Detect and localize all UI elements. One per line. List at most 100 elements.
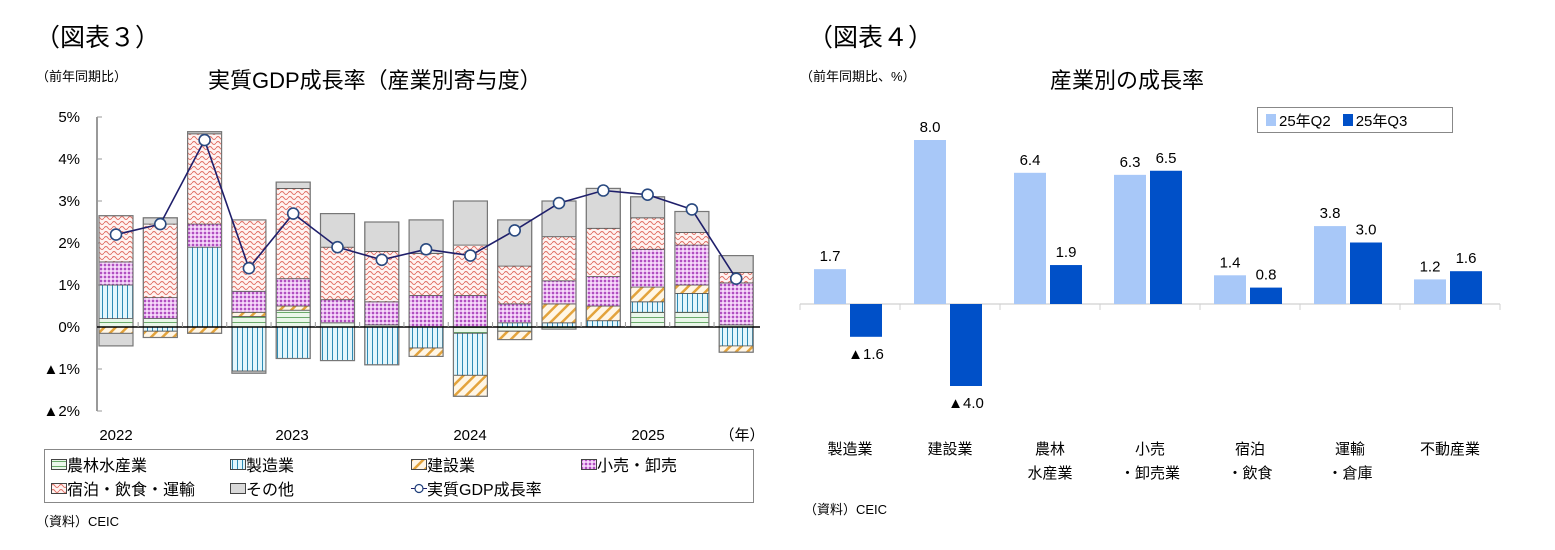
svg-text:1.9: 1.9 [1056,244,1077,261]
other-swatch-icon [230,482,246,494]
segment-other [98,332,134,347]
bar-25年Q2-不動産業 [1414,279,1446,304]
gdp-growth-line [109,133,743,286]
segment-mfg [408,326,444,349]
segment-retail [187,223,223,248]
svg-text:4%: 4% [58,151,80,168]
bar-25年Q2-製造業 [814,269,846,304]
segment-mfg [231,326,267,372]
svg-text:3.0: 3.0 [1356,222,1377,239]
segment-retail [497,303,533,324]
left-bar-2024Q1 [452,200,488,397]
legend-item-mfg: 製造業 [230,452,294,476]
gdp-point-marker [242,261,256,275]
segment-mfg [718,326,754,347]
bar-25年Q2-建設業 [914,140,946,304]
bar-25年Q3-不動産業 [1450,271,1482,304]
q2-swatch-icon [1266,114,1276,126]
left-x-ticks [137,322,715,327]
segment-constr [408,347,444,357]
segment-mfg [98,284,134,319]
bar-25年Q3-製造業 [850,304,882,337]
segment-hosp [630,217,665,250]
gdp-point-marker [375,253,389,267]
segment-retail [275,278,311,307]
svg-text:▲1.6: ▲1.6 [848,346,884,363]
segment-retail [142,297,178,320]
gdp-point-marker [154,217,167,231]
svg-text:3.8: 3.8 [1320,205,1341,222]
segment-mfg [674,292,710,313]
right-data-labels: 1.7 ▲1.6 8.0 ▲4.0 6.4 1.9 6.3 6.5 1.4 0.8 3.8 3.0 1.… [820,119,1477,412]
bar-25年Q3-建設業 [950,304,982,386]
bar-25年Q3-宿泊・飲食 [1250,287,1282,304]
segment-retail [718,282,754,326]
svg-text:▲4.0: ▲4.0 [948,395,984,412]
segment-agri [452,326,488,334]
gdp-point-marker [419,243,433,256]
left-bar-2023Q4 [408,219,444,357]
left-bar-2024Q3 [541,200,577,330]
segment-hosp [231,219,267,292]
segment-agri [98,318,134,328]
legend-item-q2: 25年Q2 [1266,110,1331,131]
right-x-axis [799,303,1501,310]
category-label: 運輸 ・倉庫 [1327,441,1373,482]
segment-retail [320,299,355,324]
segment-retail [98,261,134,286]
gdp-point-marker [508,224,522,237]
segment-constr [187,326,223,334]
left-bar-2025Q1 [629,196,666,328]
segment-constr [231,311,267,317]
segment-retail [674,244,710,286]
bar-25年Q2-小売・卸売業 [1114,174,1146,304]
legend-item-agri: 農林水産業 [51,452,147,476]
category-label: 製造業 [827,441,873,458]
q3-swatch-icon [1342,114,1353,126]
bar-25年Q3-農林水産業 [1050,265,1082,304]
segment-other [364,221,400,252]
segment-retail [364,301,400,326]
segment-agri [674,311,710,328]
legend-item-other: その他 [230,476,294,500]
segment-constr [142,330,178,338]
svg-text:0.8: 0.8 [1256,267,1277,284]
left-bar-2024Q4 [585,187,621,328]
category-label: 農林 水産業 [1027,441,1073,482]
segment-hosp [541,236,577,282]
segment-hosp [585,227,621,278]
segment-constr [275,305,311,311]
gdp-line-marker-icon [411,483,427,493]
segment-retail [541,280,577,305]
legend-item-gdp: 実質GDP成長率 [411,476,542,500]
bar-25年Q3-運輸・倉庫 [1350,242,1382,304]
agri-swatch-icon [51,458,67,470]
segment-hosp [320,246,355,301]
segment-hosp [497,265,533,305]
category-label: 宿泊 ・飲食 [1227,441,1273,482]
segment-constr [541,303,577,324]
segment-hosp [275,187,311,280]
gdp-point-marker [552,196,566,210]
left-chart-title: 実質GDP成長率（産業別寄与度） [208,68,542,93]
svg-text:2024: 2024 [453,427,486,444]
legend-item-constr: 建設業 [411,452,475,476]
left-legend: 農林水産業 製造業 建設業 小売・卸売 宿泊・飲食・運輸 その他 実質GDP成長… [44,449,754,503]
svg-text:5%: 5% [58,109,80,126]
svg-text:1.4: 1.4 [1220,254,1241,271]
svg-text:1.7: 1.7 [820,248,841,265]
left-y-tick-labels: 5% 4% 3% 2% 1% 0% ▲1% ▲2% [43,109,80,420]
segment-retail [630,248,665,288]
segment-other [452,200,488,246]
svg-text:1.6: 1.6 [1456,250,1477,267]
svg-text:6.4: 6.4 [1020,152,1041,169]
right-unit-label: （前年同期比、%） [800,69,916,84]
segment-agri [275,309,311,328]
left-bar-2025Q3 [718,255,754,353]
svg-text:0%: 0% [58,319,80,336]
segment-hosp [674,232,710,246]
bar-25年Q2-宿泊・飲食 [1214,275,1246,304]
left-source-note: （資料）CEIC [36,514,120,529]
segment-constr [674,284,710,294]
segment-mfg [452,332,488,376]
